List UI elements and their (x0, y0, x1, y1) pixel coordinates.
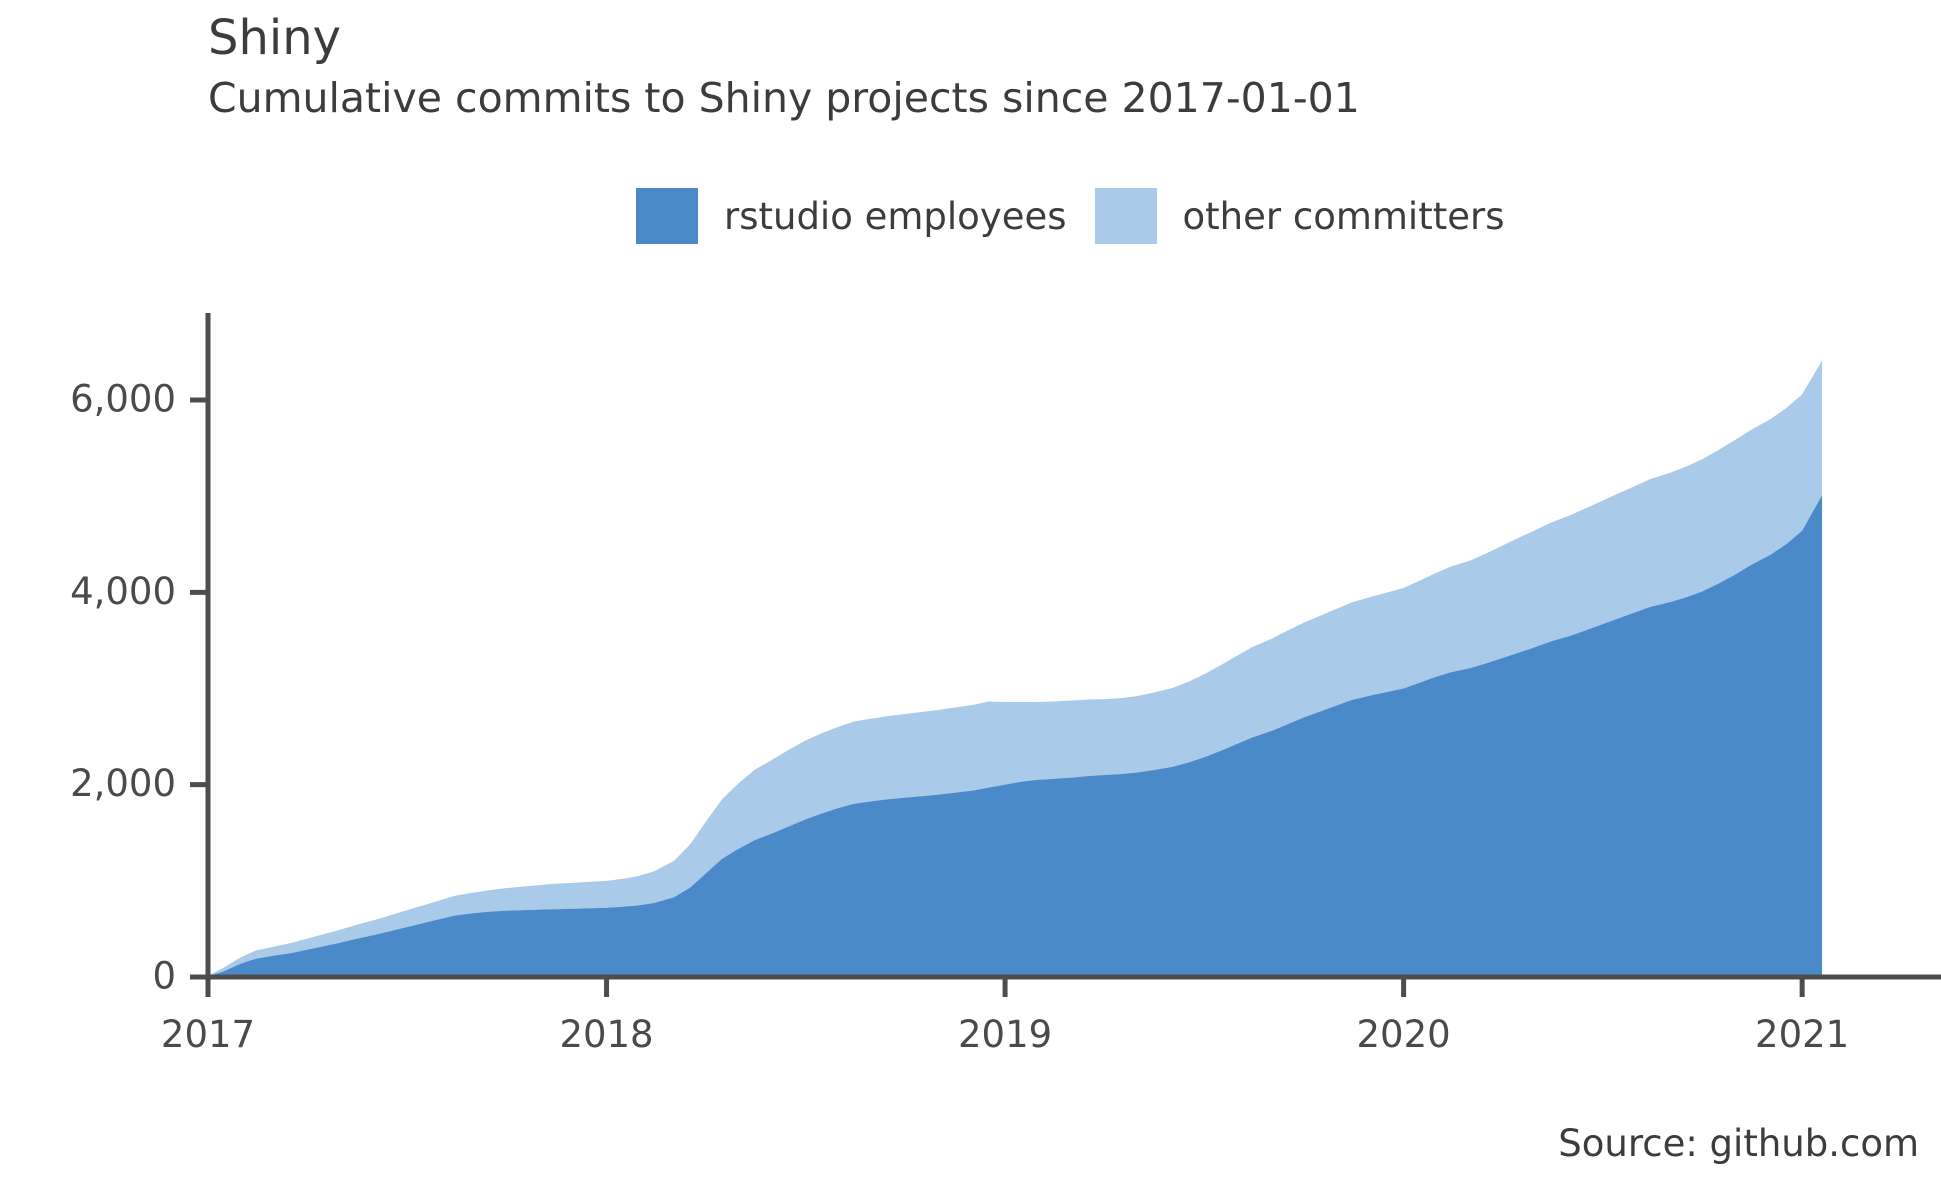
x-tick-label: 2021 (1755, 1013, 1849, 1056)
chart-legend: rstudio employees other committers (636, 188, 1504, 244)
y-tick-label: 6,000 (70, 378, 176, 421)
legend-swatch-rstudio-employees (636, 188, 698, 244)
x-tick-label: 2020 (1357, 1013, 1451, 1056)
y-tick-label: 4,000 (70, 570, 176, 613)
x-tick-label: 2018 (559, 1013, 653, 1056)
legend-item-other-committers[interactable]: other committers (1094, 188, 1505, 244)
legend-label-other-committers: other committers (1182, 194, 1505, 238)
legend-item-rstudio-employees[interactable]: rstudio employees (636, 188, 1067, 244)
legend-swatch-other-committers (1094, 188, 1157, 244)
y-tick-label: 0 (152, 955, 176, 998)
x-tick-label: 2019 (958, 1013, 1052, 1056)
source-caption: Source: github.com (1558, 1122, 1919, 1165)
x-tick-label: 2017 (161, 1013, 255, 1056)
legend-label-rstudio-employees: rstudio employees (724, 194, 1067, 238)
y-tick-label: 2,000 (70, 762, 176, 805)
page-subtitle: Cumulative commits to Shiny projects sin… (208, 74, 1360, 122)
area-rstudio-employees (208, 495, 1823, 977)
page-title: Shiny (208, 10, 342, 66)
